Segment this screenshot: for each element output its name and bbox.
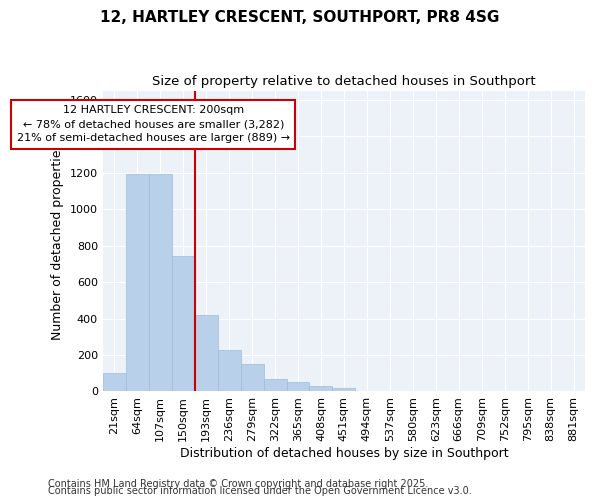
Bar bbox=[263, 379, 287, 392]
Bar bbox=[287, 382, 310, 392]
Bar bbox=[332, 388, 355, 392]
Bar bbox=[562, 390, 585, 392]
X-axis label: Distribution of detached houses by size in Southport: Distribution of detached houses by size … bbox=[179, 447, 508, 460]
Bar bbox=[103, 373, 126, 392]
Bar bbox=[241, 364, 263, 392]
Bar bbox=[218, 350, 241, 392]
Text: Contains public sector information licensed under the Open Government Licence v3: Contains public sector information licen… bbox=[48, 486, 472, 496]
Text: 12 HARTLEY CRESCENT: 200sqm
← 78% of detached houses are smaller (3,282)
21% of : 12 HARTLEY CRESCENT: 200sqm ← 78% of det… bbox=[17, 105, 290, 143]
Bar bbox=[149, 174, 172, 392]
Text: Contains HM Land Registry data © Crown copyright and database right 2025.: Contains HM Land Registry data © Crown c… bbox=[48, 479, 428, 489]
Bar bbox=[172, 256, 194, 392]
Bar bbox=[194, 315, 218, 392]
Y-axis label: Number of detached properties: Number of detached properties bbox=[52, 142, 64, 340]
Text: 12, HARTLEY CRESCENT, SOUTHPORT, PR8 4SG: 12, HARTLEY CRESCENT, SOUTHPORT, PR8 4SG bbox=[100, 10, 500, 25]
Bar bbox=[310, 386, 332, 392]
Title: Size of property relative to detached houses in Southport: Size of property relative to detached ho… bbox=[152, 75, 536, 88]
Bar bbox=[126, 174, 149, 392]
